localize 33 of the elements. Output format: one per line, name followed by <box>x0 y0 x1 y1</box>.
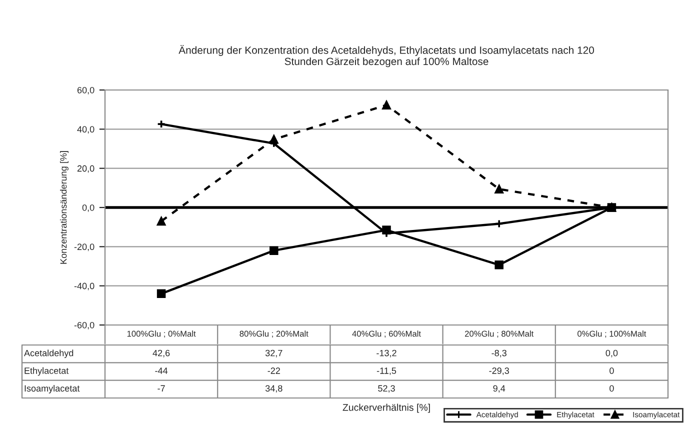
x-tick-label: 40%Glu ; 60%Malt <box>352 330 421 338</box>
data-label: -22 <box>268 368 280 374</box>
text: Ethylacetat <box>24 367 69 376</box>
y-tick-label: -20,0 <box>74 244 94 252</box>
data-label: -8,3 <box>492 350 506 358</box>
chart-title: Änderung der Konzentration des Acetaldehyds, Ethylacetats und Isoamylacetats nach 120 Stunden Gärzeit bezogen auf 100% Maltose <box>178 45 594 68</box>
data-label: 0,0 <box>606 350 618 358</box>
y-tick-label: -60,0 <box>74 322 94 330</box>
y-axis-title: Konzentrationsänderung [%] <box>60 151 68 264</box>
y-tick-label: 0,0 <box>82 204 94 212</box>
x-tick-label: 80%Glu ; 20%Malt <box>240 330 308 338</box>
data-label: 42,6 <box>152 350 170 358</box>
data-label: 52,3 <box>378 385 395 393</box>
y-tick-label: 60,0 <box>77 86 94 94</box>
y-tick-label: -40,0 <box>74 282 94 290</box>
text: Zuckerverhältnis [%] <box>342 404 430 413</box>
data-label: 0 <box>610 368 614 374</box>
data-label: -7 <box>158 385 165 392</box>
text: Acetaldehyd <box>24 350 74 358</box>
text: Isoamylacetat <box>24 384 80 394</box>
data-label: -13,2 <box>376 350 396 358</box>
data-label: 9,4 <box>493 385 506 393</box>
x-tick-label: 0%Glu ; 100%Malt <box>578 330 646 338</box>
y-tick-label: 40,0 <box>77 126 94 134</box>
data-label: 32,7 <box>265 350 282 358</box>
x-tick-label: 20%Glu ; 80%Malt <box>465 330 534 338</box>
data-label: 34,8 <box>265 385 282 393</box>
data-label: 0 <box>610 385 614 392</box>
data-label: -11,5 <box>376 368 396 375</box>
data-label: -44 <box>155 368 168 374</box>
x-tick-label: 100%Glu ; 0%Malt <box>127 330 196 338</box>
y-tick-label: 20,0 <box>77 165 94 173</box>
data-label: -29,3 <box>489 368 509 375</box>
